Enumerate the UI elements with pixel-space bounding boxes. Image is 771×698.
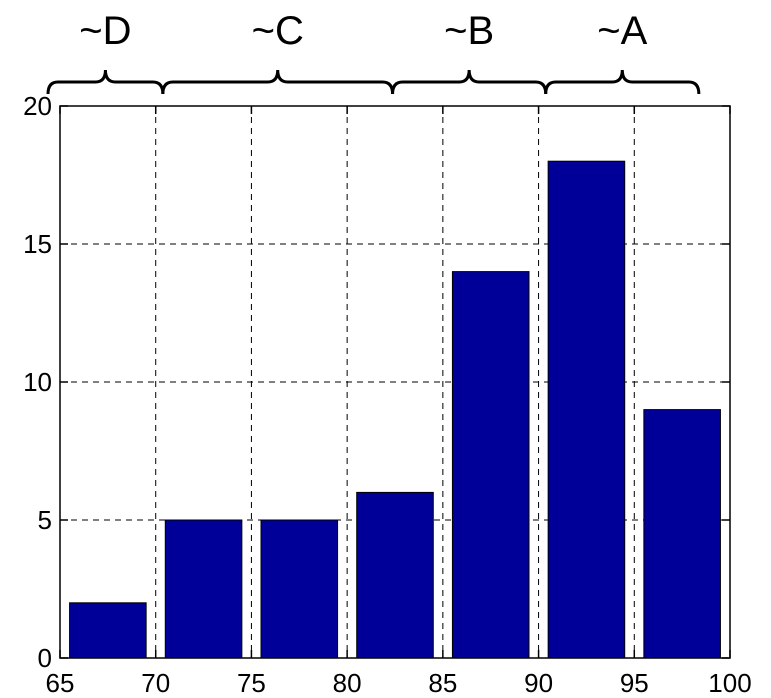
ticks-layer: 65 70 75 80 85 90 95 100 0 5 10 15 20	[23, 91, 752, 698]
grade-label: ~A	[597, 9, 647, 53]
x-tick-label: 80	[333, 668, 362, 698]
grade-bracket	[391, 69, 548, 95]
x-tick-label: 90	[524, 668, 553, 698]
bar	[260, 519, 339, 659]
annotations-layer: ~D ~C ~B ~A	[46, 9, 701, 95]
bar	[69, 602, 147, 659]
y-tick-label: 20	[23, 91, 52, 121]
bar	[451, 271, 530, 659]
x-tick-label: 70	[141, 668, 170, 698]
bars-layer	[69, 160, 721, 659]
y-tick-label: 0	[38, 643, 52, 673]
grade-bracket	[161, 69, 395, 95]
y-tick-label: 15	[23, 229, 52, 259]
bar	[547, 160, 626, 659]
x-tick-label: 65	[46, 668, 75, 698]
grade-label: ~C	[252, 9, 304, 53]
x-tick-label: 85	[428, 668, 457, 698]
y-tick-label: 5	[38, 505, 52, 535]
x-tick-label: 100	[708, 668, 751, 698]
x-tick-label: 75	[237, 668, 266, 698]
bar	[643, 409, 721, 659]
bar	[356, 491, 434, 659]
x-tick-label: 95	[620, 668, 649, 698]
grade-bracket	[544, 69, 701, 95]
grade-bracket	[46, 69, 165, 95]
y-tick-label: 10	[23, 367, 52, 397]
grade-label: ~B	[444, 9, 494, 53]
grade-label: ~D	[79, 9, 131, 53]
bar	[164, 519, 243, 659]
